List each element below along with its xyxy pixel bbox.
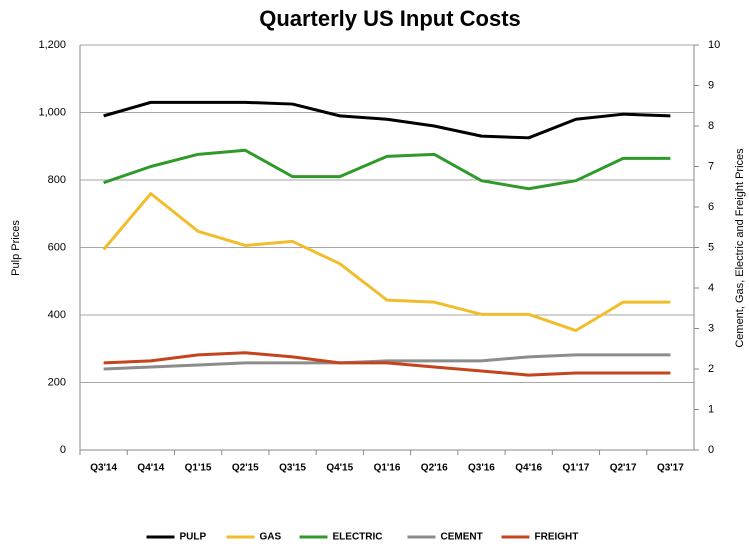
y2-tick-label: 4 (708, 282, 714, 294)
x-tick-label: Q4'15 (326, 463, 353, 474)
x-tick-label: Q3'16 (468, 463, 495, 474)
y2-axis-label: Cement, Gas, Electric and Freight Prices (734, 148, 746, 348)
y2-tick-label: 6 (708, 201, 714, 213)
legend-label: FREIGHT (535, 532, 579, 543)
x-tick-label: Q1'15 (185, 463, 212, 474)
y-tick-label: 600 (48, 241, 66, 253)
series-line (103, 148, 671, 191)
y-tick-label: 400 (48, 309, 66, 321)
x-tick-label: Q2'17 (610, 463, 637, 474)
y-axis-label: Pulp Prices (10, 220, 22, 276)
legend-label: PULP (180, 532, 207, 543)
y2-tick-label: 10 (708, 39, 720, 51)
legend-label: CEMENT (441, 532, 483, 543)
x-tick-label: Q2'15 (232, 463, 259, 474)
x-tick-label: Q3'14 (90, 463, 117, 474)
y2-tick-label: 8 (708, 120, 714, 132)
x-tick-label: Q1'17 (563, 463, 590, 474)
y-tick-label: 1,000 (38, 106, 66, 118)
y-tick-label: 1,200 (38, 39, 66, 51)
x-tick-label: Q2'16 (421, 463, 448, 474)
y-tick-label: 800 (48, 174, 66, 186)
legend-label: GAS (260, 532, 282, 543)
x-tick-label: Q3'17 (657, 463, 684, 474)
legend-label: ELECTRIC (333, 532, 383, 543)
x-tick-label: Q3'15 (279, 463, 306, 474)
series-line (103, 100, 671, 140)
y2-tick-label: 0 (708, 444, 714, 456)
y2-tick-label: 5 (708, 241, 714, 253)
x-tick-label: Q4'16 (515, 463, 542, 474)
y2-tick-label: 2 (708, 363, 714, 375)
y2-tick-label: 9 (708, 79, 714, 91)
y2-tick-label: 1 (708, 403, 714, 415)
series-line (102, 192, 671, 333)
y-tick-label: 200 (48, 376, 66, 388)
series-line (103, 353, 671, 371)
x-tick-label: Q4'14 (137, 463, 164, 474)
y2-tick-label: 3 (708, 322, 714, 334)
x-tick-label: Q1'16 (374, 463, 401, 474)
y-tick-label: 0 (60, 444, 66, 456)
series-line (103, 351, 671, 377)
y2-tick-label: 7 (708, 160, 714, 172)
chart-title: Quarterly US Input Costs (259, 6, 521, 31)
